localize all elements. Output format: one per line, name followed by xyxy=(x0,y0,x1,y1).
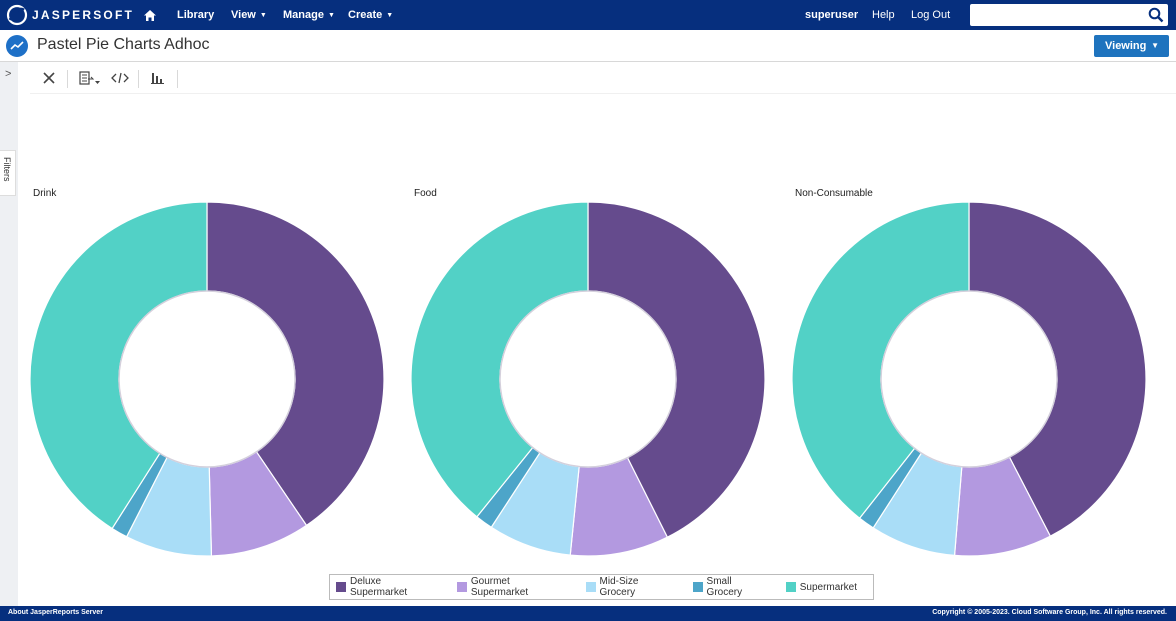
filters-panel: > Filters xyxy=(0,62,18,606)
expand-panel-icon[interactable]: > xyxy=(5,68,12,80)
logo-text: JASPERSOFT xyxy=(32,8,135,22)
copyright-text: Copyright © 2005-2023. Cloud Software Gr… xyxy=(932,609,1167,616)
about-link[interactable]: About JasperReports Server xyxy=(8,609,103,616)
home-icon xyxy=(144,9,156,21)
page-title: Pastel Pie Charts Adhoc xyxy=(37,36,210,53)
legend-swatch xyxy=(692,582,703,592)
legend-swatch xyxy=(585,582,596,592)
donut-chart-drink xyxy=(29,201,385,557)
legend-item[interactable]: Deluxe Supermarket xyxy=(336,576,441,598)
chevron-down-icon: ▼ xyxy=(386,11,394,19)
nav-manage[interactable]: Manage ▼ xyxy=(283,9,335,21)
jaspersoft-logo[interactable]: JASPERSOFT xyxy=(6,4,134,26)
report-title-bar: Pastel Pie Charts Adhoc Viewing ▼ xyxy=(0,30,1176,62)
legend-swatch xyxy=(785,582,796,592)
chevron-down-icon: ▼ xyxy=(259,11,267,19)
logout-link[interactable]: Log Out xyxy=(911,9,951,21)
donut-hole-outline xyxy=(118,290,296,468)
chart-title-drink: Drink xyxy=(33,188,57,199)
legend-item[interactable]: Small Grocery xyxy=(692,576,770,598)
legend-swatch xyxy=(456,582,467,592)
chevron-down-icon: ▼ xyxy=(1151,41,1159,50)
nav-library[interactable]: Library xyxy=(177,9,215,21)
nav-view[interactable]: View ▼ xyxy=(231,9,267,21)
nav-create[interactable]: Create ▼ xyxy=(348,9,394,21)
close-icon[interactable] xyxy=(40,70,58,86)
legend-item[interactable]: Supermarket xyxy=(785,582,857,593)
legend-item[interactable]: Gourmet Supermarket xyxy=(456,576,570,598)
user-menu[interactable]: superuser xyxy=(805,9,859,21)
chart-type-icon[interactable] xyxy=(149,70,167,86)
legend-swatch xyxy=(336,582,346,592)
search-icon[interactable] xyxy=(1148,7,1164,23)
donut-hole-outline xyxy=(880,290,1058,468)
jaspersoft-logo-icon xyxy=(6,4,28,26)
search-input[interactable] xyxy=(970,4,1168,26)
export-icon[interactable] xyxy=(78,70,102,86)
report-toolbar xyxy=(30,62,1176,94)
donut-chart-non-consumable xyxy=(791,201,1147,557)
footer-bar: About JasperReports Server Copyright © 2… xyxy=(0,606,1176,621)
chart-title-food: Food xyxy=(414,188,437,199)
chart-legend: Deluxe Supermarket Gourmet Supermarket M… xyxy=(329,574,874,600)
legend-item[interactable]: Mid-Size Grocery xyxy=(585,576,677,598)
top-navigation-bar: JASPERSOFT Library View ▼ Manage ▼ Create ▼… xyxy=(0,0,1176,30)
home-button[interactable] xyxy=(143,0,157,30)
chart-title-non-consumable: Non-Consumable xyxy=(795,188,873,199)
help-link[interactable]: Help xyxy=(872,9,895,21)
chevron-down-icon: ▼ xyxy=(327,11,335,19)
donut-hole-outline xyxy=(499,290,677,468)
donut-chart-food xyxy=(410,201,766,557)
code-embed-icon[interactable] xyxy=(110,70,130,86)
viewing-mode-button[interactable]: Viewing ▼ xyxy=(1094,35,1169,57)
filters-tab[interactable]: Filters xyxy=(0,150,16,196)
adhoc-view-icon xyxy=(6,35,28,57)
